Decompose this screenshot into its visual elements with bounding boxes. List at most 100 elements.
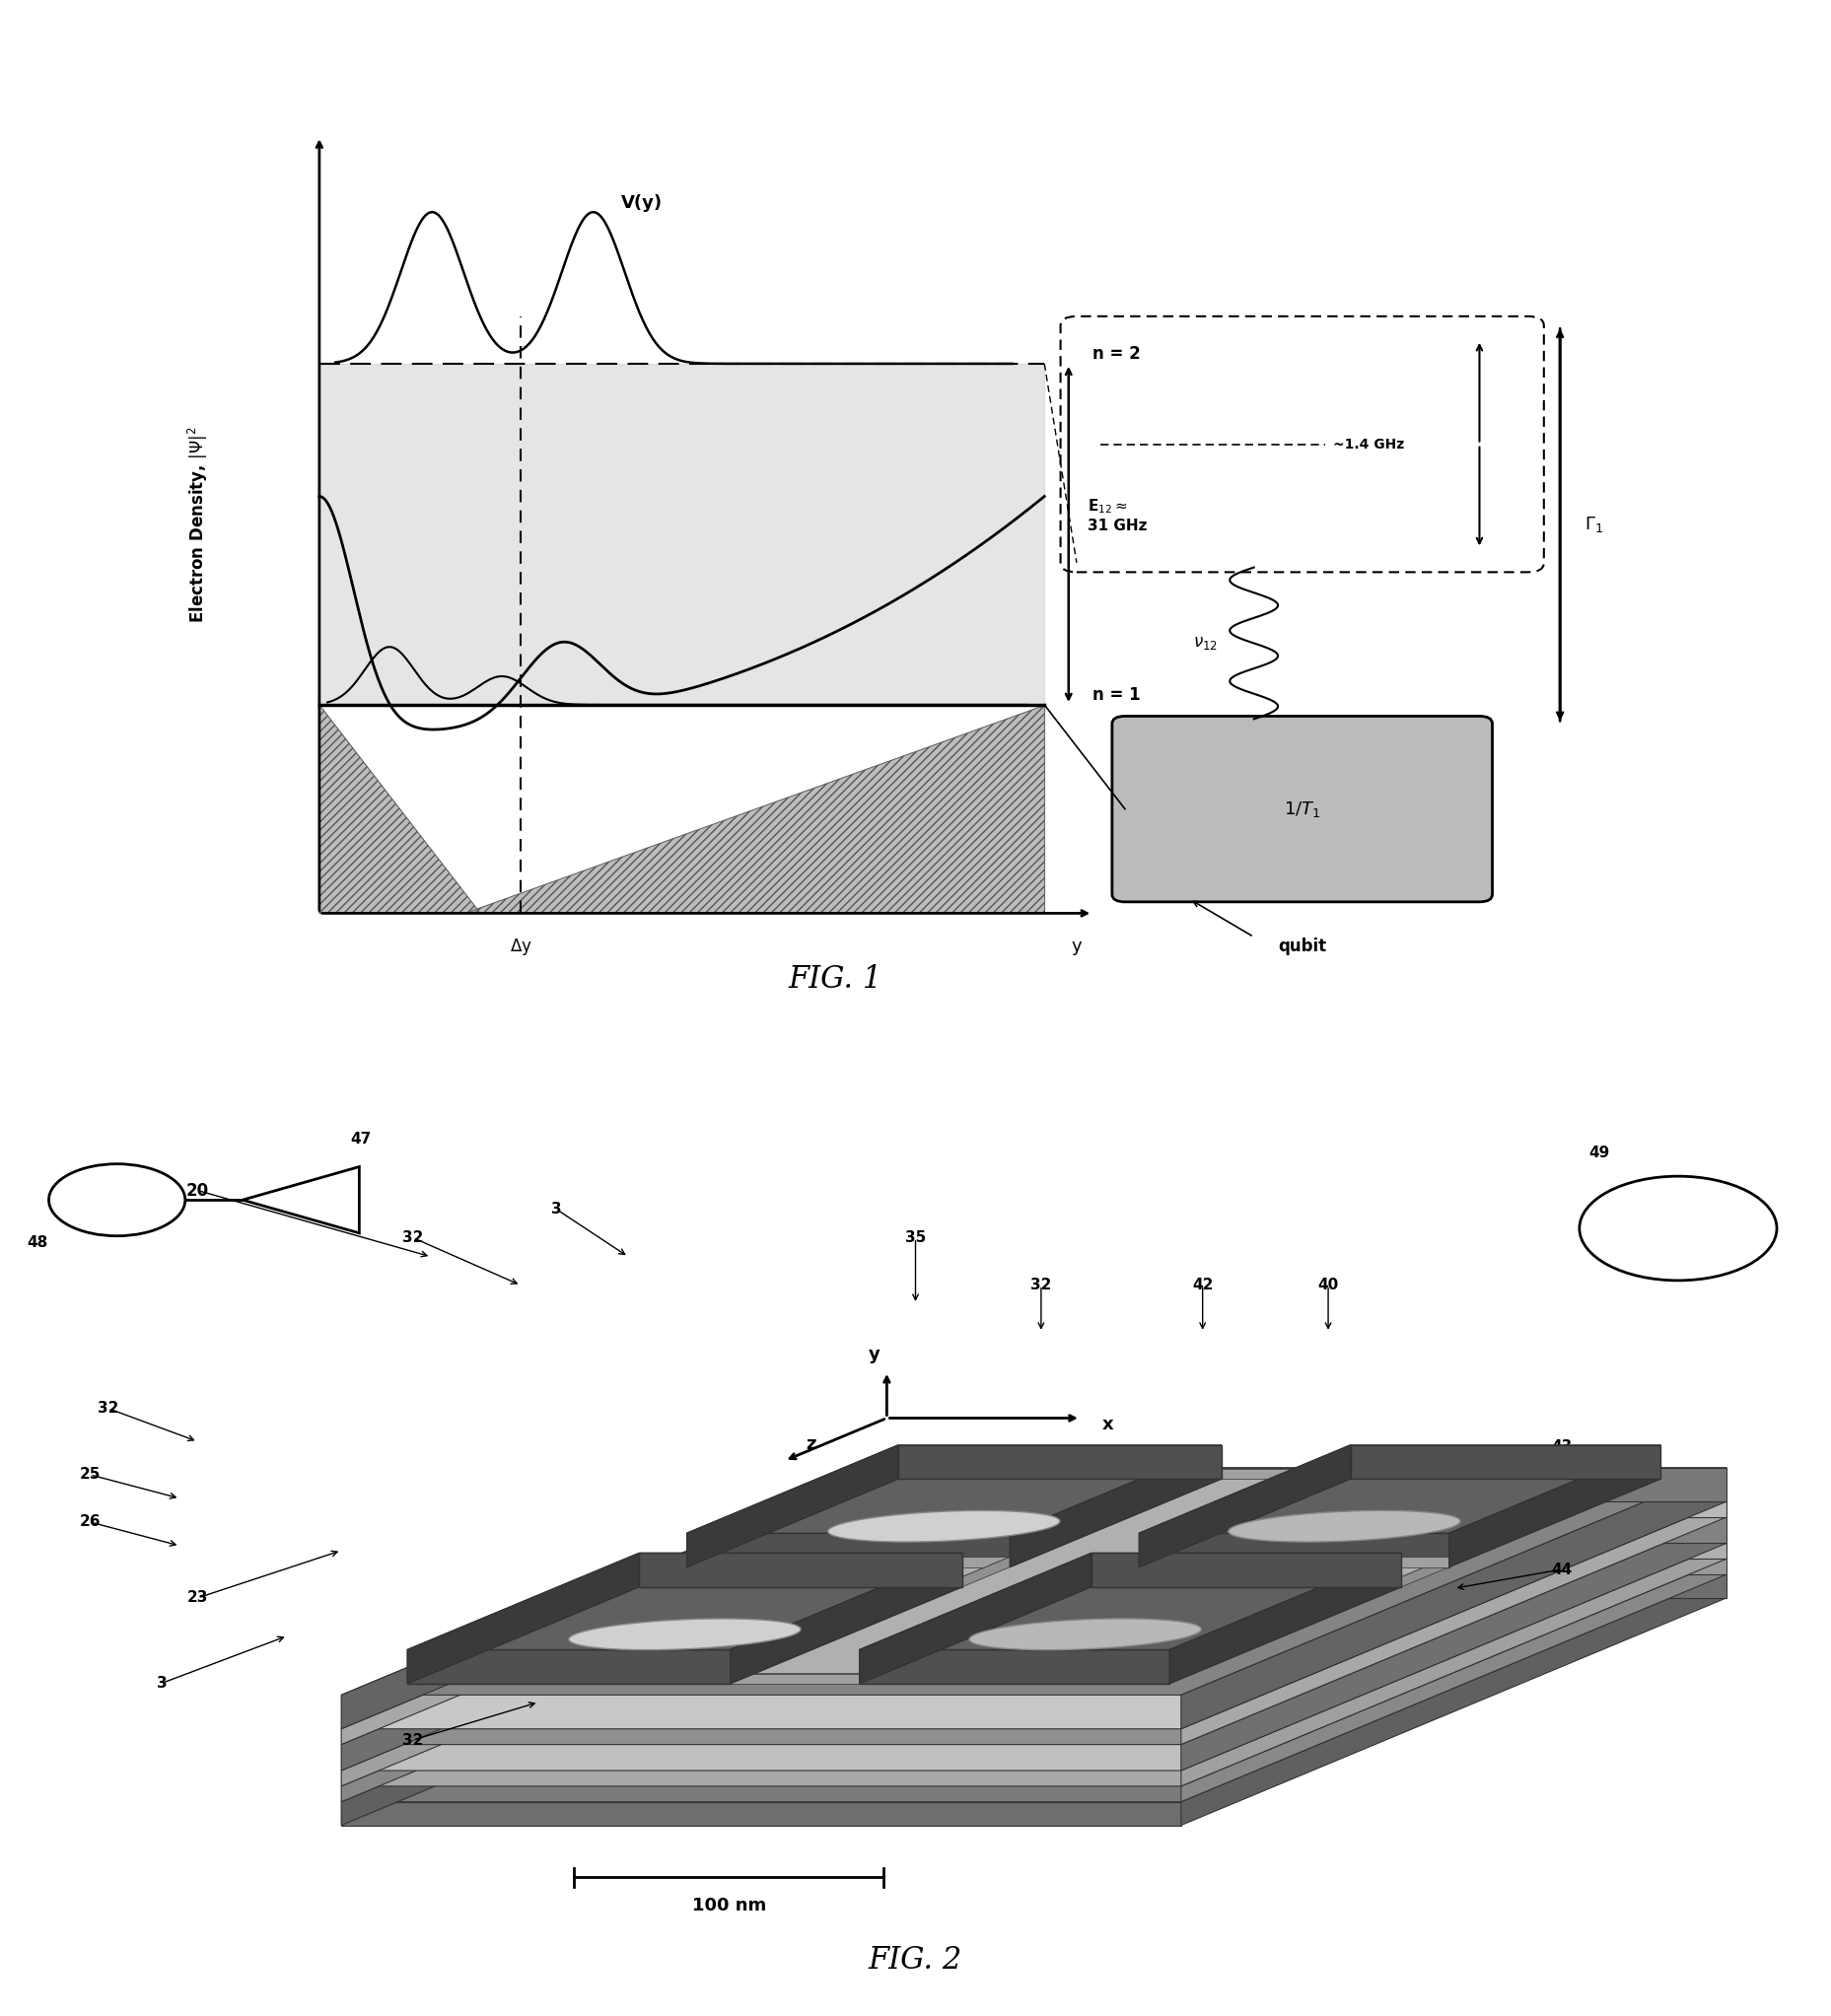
Polygon shape <box>828 1510 1060 1542</box>
Polygon shape <box>731 1470 1221 1683</box>
Polygon shape <box>731 1673 859 1683</box>
Text: n = 1: n = 1 <box>1093 685 1141 704</box>
Polygon shape <box>859 1552 1401 1649</box>
Polygon shape <box>899 1445 1221 1480</box>
Polygon shape <box>341 1695 1181 1730</box>
Text: V(y): V(y) <box>621 194 663 212</box>
Text: $1/T_1$: $1/T_1$ <box>1284 798 1320 818</box>
Text: 44: 44 <box>1551 1562 1573 1577</box>
Polygon shape <box>687 1445 1221 1534</box>
Polygon shape <box>406 1552 961 1649</box>
Polygon shape <box>341 1770 1181 1786</box>
Polygon shape <box>969 1619 1201 1649</box>
Polygon shape <box>341 1802 1181 1824</box>
Text: 20: 20 <box>187 1181 209 1200</box>
Text: $\Gamma_1$: $\Gamma_1$ <box>1584 514 1602 534</box>
Text: qubit: qubit <box>1278 937 1326 956</box>
Text: FIG. 1: FIG. 1 <box>787 964 883 994</box>
Text: 32: 32 <box>403 1230 423 1246</box>
Polygon shape <box>687 1445 899 1566</box>
Polygon shape <box>1181 1558 1727 1802</box>
Polygon shape <box>859 1470 1351 1683</box>
Polygon shape <box>341 1542 1727 1770</box>
Polygon shape <box>1181 1518 1727 1770</box>
Polygon shape <box>341 1744 1181 1770</box>
Polygon shape <box>687 1534 1011 1566</box>
Polygon shape <box>341 1558 886 1802</box>
Polygon shape <box>687 1556 1448 1566</box>
Polygon shape <box>1139 1445 1661 1534</box>
Polygon shape <box>1448 1445 1661 1566</box>
Polygon shape <box>341 1468 886 1730</box>
Polygon shape <box>1351 1445 1661 1480</box>
Polygon shape <box>639 1556 1448 1577</box>
Text: 100 nm: 100 nm <box>692 1897 765 1913</box>
Polygon shape <box>341 1468 1727 1695</box>
Text: 49: 49 <box>1587 1145 1609 1161</box>
Polygon shape <box>1011 1445 1221 1566</box>
Polygon shape <box>341 1786 1181 1802</box>
Polygon shape <box>639 1556 687 1587</box>
Text: 48: 48 <box>27 1236 48 1250</box>
Polygon shape <box>1229 1510 1461 1542</box>
Polygon shape <box>1091 1552 1401 1587</box>
Text: 23: 23 <box>187 1591 209 1605</box>
Polygon shape <box>886 1468 1727 1502</box>
Text: 3: 3 <box>157 1675 167 1691</box>
Text: 47: 47 <box>350 1131 372 1145</box>
Text: 25: 25 <box>79 1468 101 1482</box>
Polygon shape <box>341 1574 1727 1802</box>
Text: Electron Density, $|\Psi|^2$: Electron Density, $|\Psi|^2$ <box>187 427 211 623</box>
Polygon shape <box>1170 1552 1401 1683</box>
Polygon shape <box>341 1730 1181 1744</box>
Polygon shape <box>731 1552 961 1683</box>
FancyBboxPatch shape <box>1111 716 1492 901</box>
Polygon shape <box>886 1574 1727 1599</box>
Text: 40: 40 <box>1318 1278 1338 1292</box>
Polygon shape <box>1181 1502 1727 1744</box>
Polygon shape <box>569 1619 800 1649</box>
Polygon shape <box>341 1574 886 1824</box>
Polygon shape <box>859 1649 1170 1683</box>
Text: 3: 3 <box>551 1202 562 1218</box>
Text: $\nu_{12}$: $\nu_{12}$ <box>1194 635 1218 651</box>
Polygon shape <box>1221 1470 1351 1480</box>
Text: 42: 42 <box>1192 1278 1214 1292</box>
Polygon shape <box>886 1558 1727 1574</box>
Polygon shape <box>859 1552 1091 1683</box>
Text: FIG. 2: FIG. 2 <box>868 1945 963 1976</box>
Polygon shape <box>341 1542 886 1786</box>
Text: 46: 46 <box>1551 1496 1573 1510</box>
Polygon shape <box>886 1502 1727 1518</box>
Polygon shape <box>319 363 1044 706</box>
Text: n = 2: n = 2 <box>1093 345 1141 363</box>
Polygon shape <box>341 1502 1727 1730</box>
Polygon shape <box>341 1518 1727 1744</box>
Text: x: x <box>1102 1415 1113 1433</box>
Polygon shape <box>731 1470 1351 1673</box>
Polygon shape <box>1181 1468 1727 1730</box>
Polygon shape <box>1139 1534 1448 1566</box>
Text: ~1.4 GHz: ~1.4 GHz <box>1333 437 1404 452</box>
Polygon shape <box>319 706 480 913</box>
Polygon shape <box>1181 1542 1727 1786</box>
Polygon shape <box>406 1649 731 1683</box>
Text: 32: 32 <box>97 1401 119 1415</box>
Polygon shape <box>406 1552 639 1683</box>
Text: 26: 26 <box>79 1514 101 1530</box>
Text: E$_{12}$$\approx$
31 GHz: E$_{12}$$\approx$ 31 GHz <box>1088 498 1148 532</box>
Text: 35: 35 <box>905 1230 926 1246</box>
Polygon shape <box>886 1518 1727 1542</box>
Polygon shape <box>465 706 1044 913</box>
Text: $\Delta$y: $\Delta$y <box>509 935 533 958</box>
Text: z: z <box>806 1435 817 1454</box>
Polygon shape <box>639 1577 1401 1587</box>
Polygon shape <box>886 1542 1727 1558</box>
Text: y: y <box>1071 937 1082 956</box>
Text: 32: 32 <box>1031 1278 1051 1292</box>
Polygon shape <box>1139 1445 1351 1566</box>
Polygon shape <box>639 1552 961 1587</box>
Polygon shape <box>1401 1556 1448 1587</box>
Text: 32: 32 <box>403 1732 423 1748</box>
Text: 43: 43 <box>1551 1439 1573 1454</box>
